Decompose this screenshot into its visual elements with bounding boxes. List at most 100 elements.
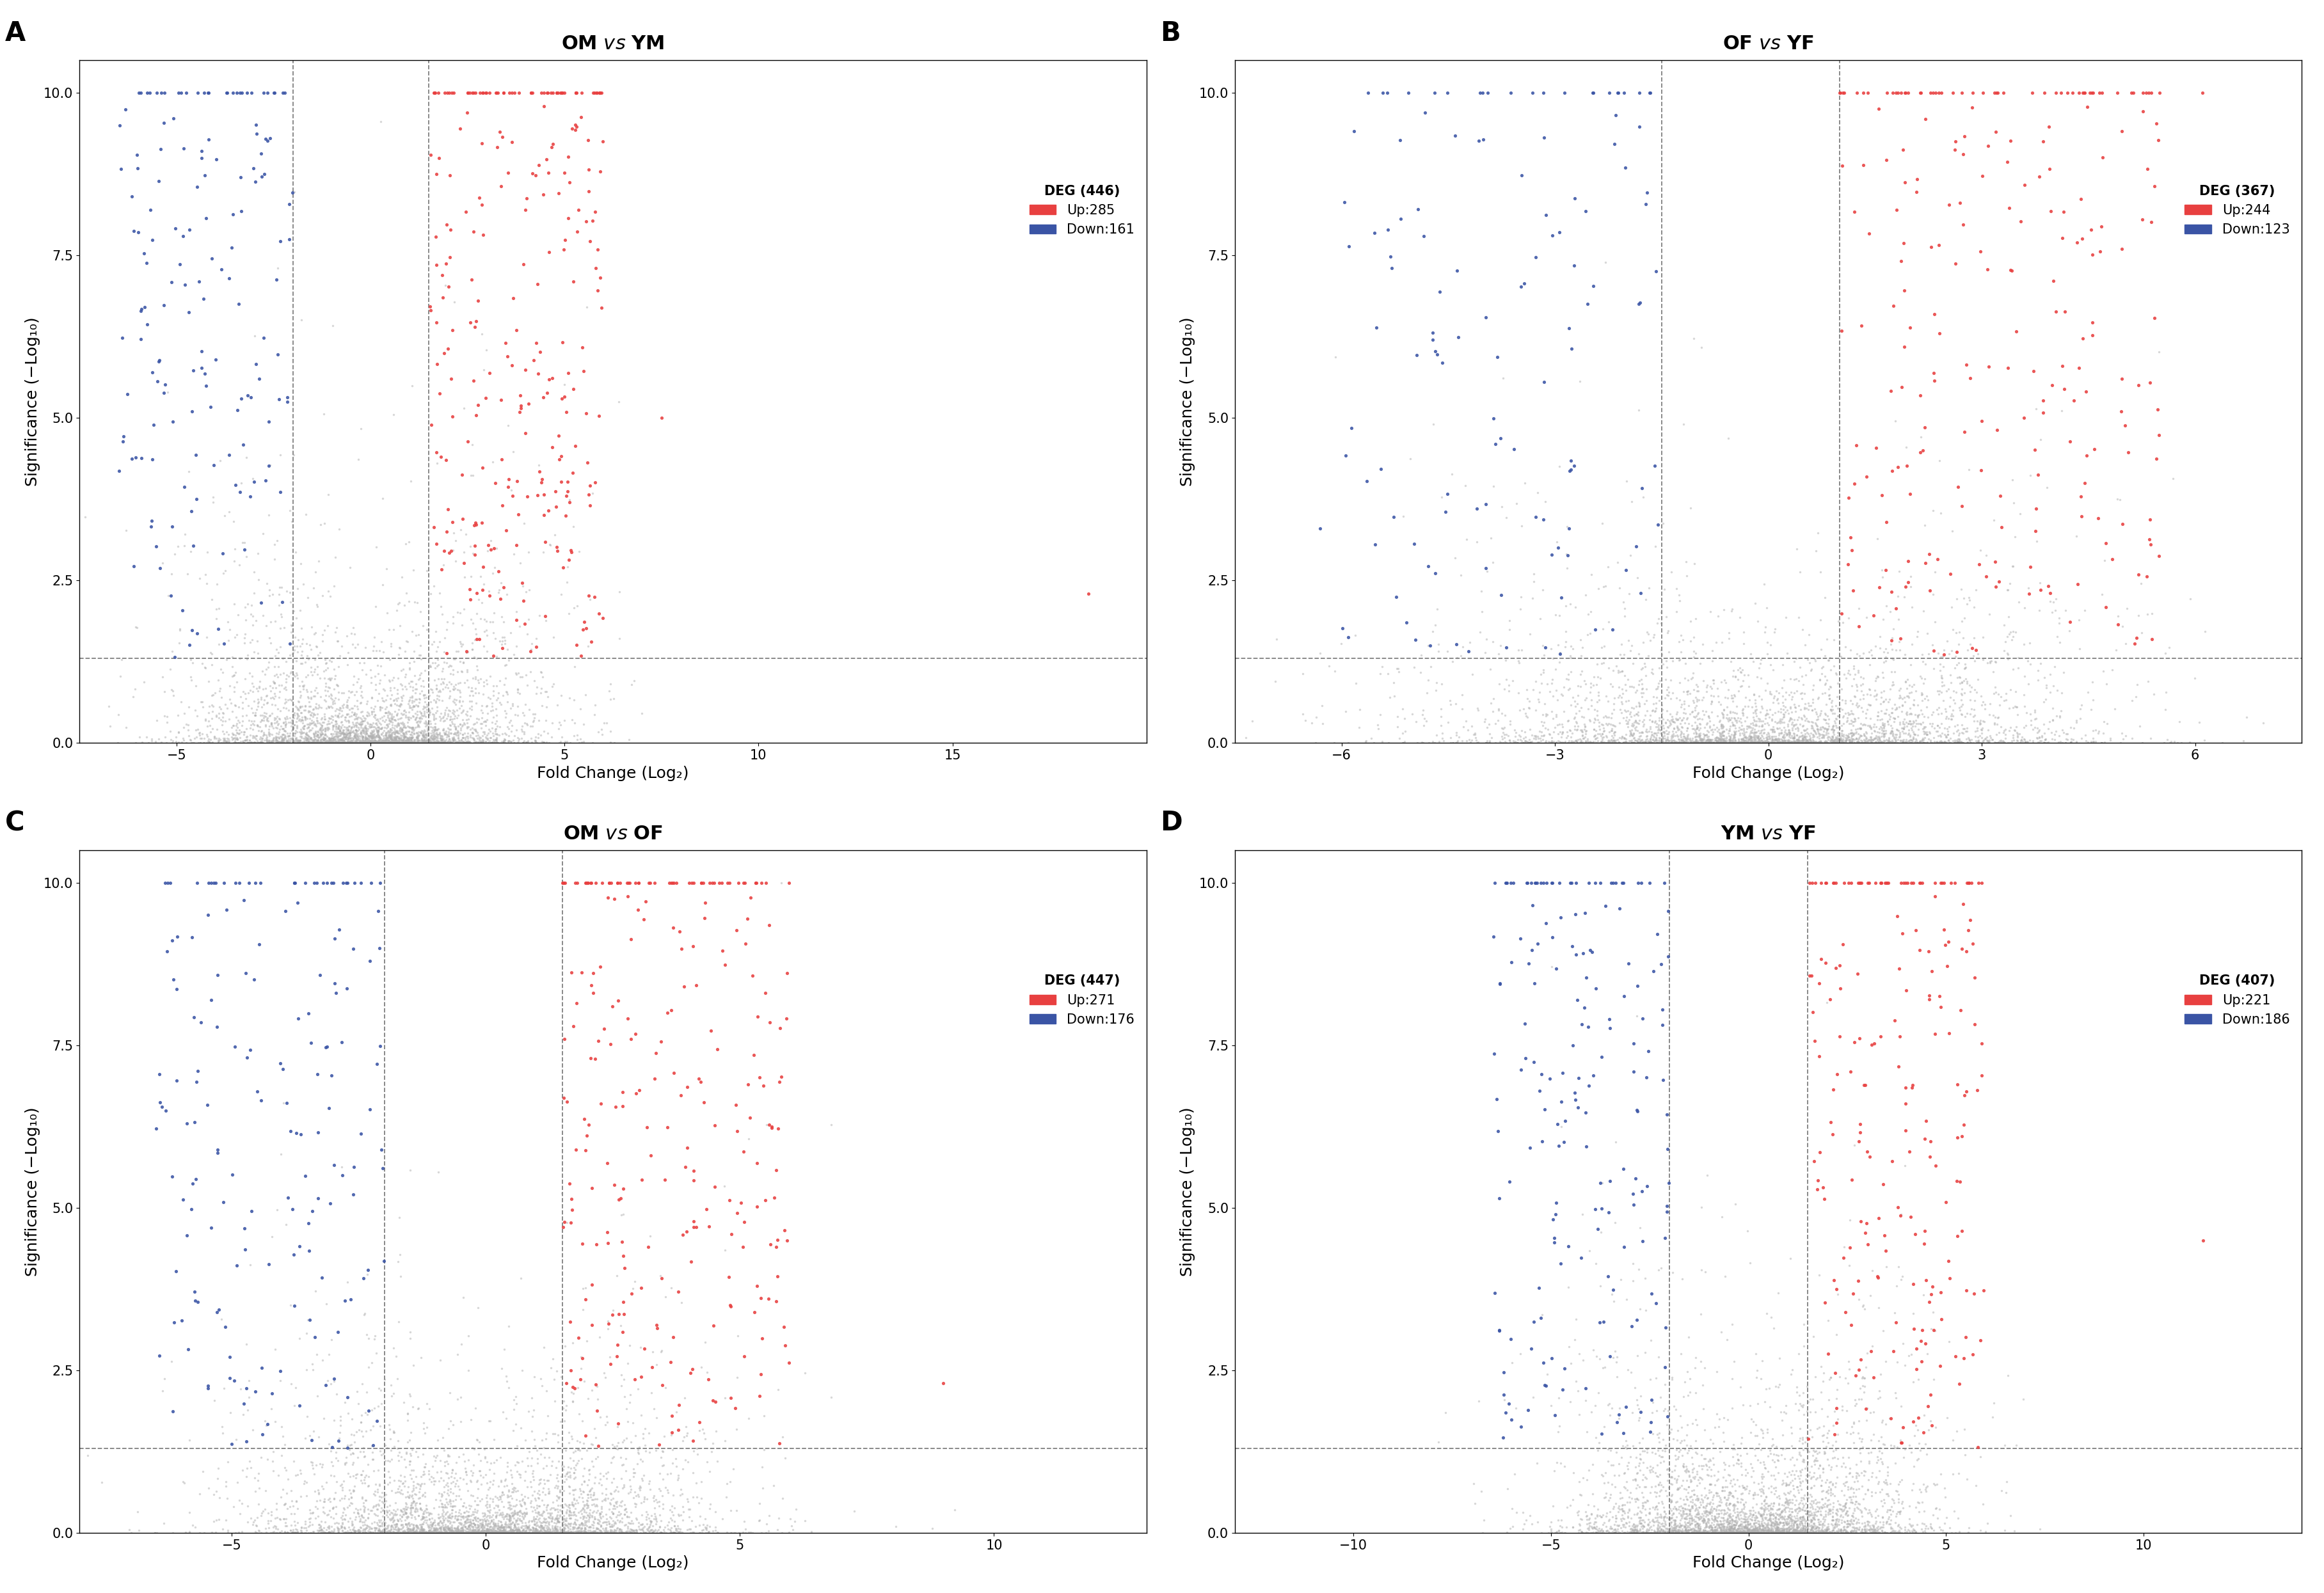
Point — [386, 664, 423, 690]
Point — [372, 1518, 409, 1544]
Point — [1857, 730, 1894, 755]
Point — [453, 1518, 490, 1544]
Point — [1550, 1333, 1587, 1359]
Point — [325, 722, 363, 747]
Point — [1659, 1518, 1697, 1544]
Point — [1796, 1448, 1834, 1474]
Point — [328, 1520, 365, 1545]
Point — [637, 1504, 674, 1529]
Point — [1422, 712, 1459, 738]
Point — [1620, 730, 1657, 755]
Point — [458, 1504, 495, 1529]
Point — [430, 1466, 467, 1491]
Point — [518, 1437, 555, 1462]
Point — [2129, 669, 2166, 695]
Point — [1699, 730, 1736, 755]
Point — [1727, 726, 1764, 752]
Point — [1757, 1517, 1794, 1542]
Point — [297, 730, 335, 755]
Point — [1771, 1517, 1808, 1542]
Point — [411, 1517, 449, 1542]
Point — [1564, 1466, 1601, 1491]
Point — [2061, 484, 2099, 510]
Point — [1715, 730, 1752, 755]
Point — [356, 718, 393, 744]
Point — [456, 532, 493, 558]
Point — [1701, 1520, 1738, 1545]
Point — [502, 1502, 539, 1528]
Point — [451, 1509, 488, 1534]
Point — [1924, 916, 1961, 941]
Point — [1585, 730, 1622, 755]
Point — [288, 663, 325, 688]
Point — [1992, 718, 2029, 744]
Point — [1685, 1507, 1722, 1532]
Point — [458, 1520, 495, 1545]
Point — [1727, 1518, 1764, 1544]
Point — [1501, 722, 1538, 747]
Point — [263, 1359, 300, 1384]
Point — [1703, 1474, 1741, 1499]
Point — [335, 701, 372, 726]
Point — [325, 720, 363, 746]
Point — [293, 725, 330, 750]
Point — [260, 575, 297, 601]
Point — [1769, 1518, 1806, 1544]
Point — [546, 1515, 583, 1540]
Point — [376, 730, 414, 755]
Point — [1910, 726, 1948, 752]
Point — [1957, 677, 1994, 703]
Point — [437, 1450, 474, 1475]
Point — [404, 1518, 442, 1544]
Point — [1875, 696, 1913, 722]
Point — [2043, 398, 2080, 424]
Point — [493, 1501, 530, 1526]
Point — [604, 1451, 641, 1477]
Point — [193, 730, 230, 755]
Point — [655, 870, 693, 895]
Point — [342, 728, 379, 753]
Point — [388, 1429, 425, 1454]
Point — [339, 1517, 376, 1542]
Point — [1994, 624, 2031, 650]
Point — [1794, 712, 1831, 738]
Point — [521, 1518, 558, 1544]
Point — [1757, 1509, 1794, 1534]
Point — [323, 1515, 360, 1540]
Point — [432, 714, 469, 739]
Point — [516, 1520, 553, 1545]
Point — [1713, 730, 1750, 755]
Point — [1936, 687, 1973, 712]
Point — [469, 1520, 507, 1545]
Point — [1792, 1513, 1829, 1539]
Point — [1557, 717, 1594, 742]
Point — [432, 1518, 469, 1544]
Point — [1683, 1517, 1720, 1542]
Point — [1815, 1520, 1852, 1545]
Point — [1613, 1520, 1650, 1545]
Point — [1831, 730, 1868, 755]
Point — [1736, 720, 1773, 746]
Point — [1831, 637, 1868, 663]
Point — [1875, 660, 1913, 685]
Point — [349, 730, 386, 755]
Point — [353, 1497, 390, 1523]
Point — [641, 1478, 679, 1504]
Point — [246, 1517, 284, 1542]
Point — [2152, 730, 2189, 755]
Point — [1783, 730, 1820, 755]
Point — [1903, 1349, 1941, 1375]
Point — [342, 1518, 379, 1544]
Point — [428, 212, 465, 237]
Point — [1564, 1201, 1601, 1227]
Point — [555, 1510, 593, 1536]
Point — [1713, 1507, 1750, 1532]
Point — [1815, 696, 1852, 722]
Point — [1650, 674, 1687, 699]
Point — [442, 1517, 479, 1542]
Point — [379, 1502, 416, 1528]
Point — [490, 1520, 528, 1545]
Point — [1710, 677, 1748, 703]
Point — [1703, 728, 1741, 753]
Point — [258, 704, 295, 730]
